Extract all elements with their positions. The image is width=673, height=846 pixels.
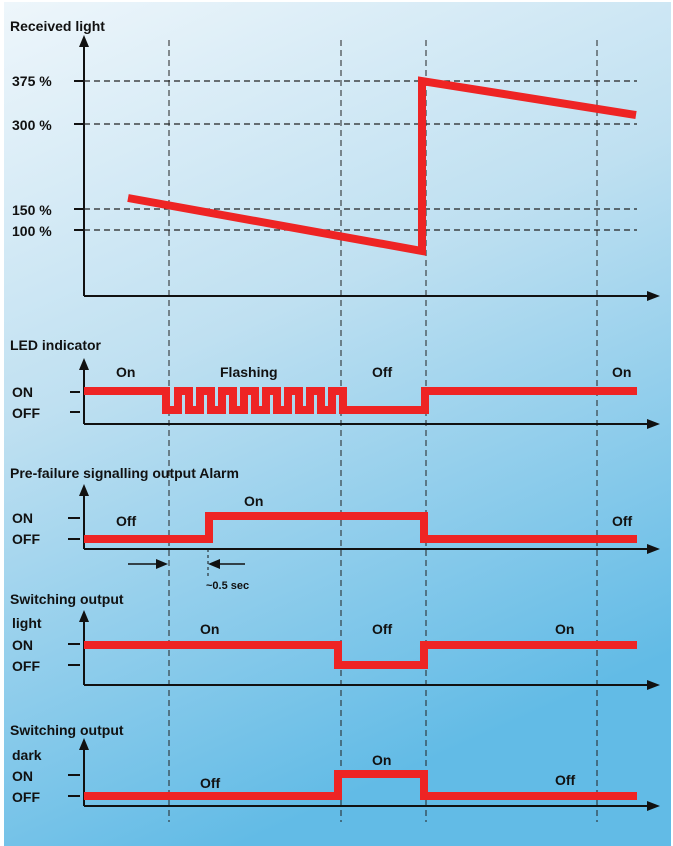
switching-dark-signal [84, 770, 637, 800]
led-phase-off: Off [372, 364, 393, 380]
pre-failure-signal [84, 512, 637, 543]
level-label-300: 300 % [12, 117, 52, 133]
switching-light-panel: Switching output light ON OFF On Off On [10, 591, 660, 690]
pf-phase-off-1: Off [116, 513, 137, 529]
level-label-100: 100 % [12, 223, 52, 239]
level-label-150: 150 % [12, 202, 52, 218]
pf-x-axis-arrow [647, 544, 660, 554]
y-axis-arrow [79, 35, 89, 47]
led-x-axis-arrow [647, 419, 660, 429]
switching-dark-panel: Switching output dark ON OFF Off On Off [10, 722, 660, 811]
pre-failure-title: Pre-failure signalling output Alarm [10, 465, 239, 481]
pf-phase-off-2: Off [612, 513, 633, 529]
switching-dark-subtitle: dark [12, 747, 42, 763]
pf-on-label: ON [12, 510, 33, 526]
sd-off-label: OFF [12, 789, 40, 805]
switching-dark-title: Switching output [10, 722, 124, 738]
sd-phase-on: On [372, 752, 391, 768]
led-on-label: ON [12, 384, 33, 400]
sd-phase-off-2: Off [555, 772, 576, 788]
pf-off-label: OFF [12, 531, 40, 547]
led-off-label: OFF [12, 405, 40, 421]
sl-phase-on-1: On [200, 621, 219, 637]
led-indicator-panel: LED indicator ON OFF On Flashing Off On [10, 337, 660, 429]
led-phase-flashing: Flashing [220, 364, 278, 380]
delay-arrow-left-head [156, 559, 168, 569]
sd-on-label: ON [12, 768, 33, 784]
led-signal [84, 387, 637, 414]
sl-on-label: ON [12, 637, 33, 653]
led-indicator-title: LED indicator [10, 337, 102, 353]
led-phase-on-1: On [116, 364, 135, 380]
x-axis-arrow [647, 291, 660, 301]
sl-y-axis-arrow [79, 610, 89, 622]
sd-y-axis-arrow [79, 738, 89, 750]
sl-phase-off: Off [372, 621, 393, 637]
led-y-axis-arrow [79, 358, 89, 370]
sd-phase-off-1: Off [200, 775, 221, 791]
received-light-signal [127, 76, 637, 256]
pf-y-axis-arrow [79, 484, 89, 496]
sd-x-axis-arrow [647, 801, 660, 811]
sl-phase-on-2: On [555, 621, 574, 637]
led-phase-on-2: On [612, 364, 631, 380]
sl-off-label: OFF [12, 658, 40, 674]
switching-light-signal [84, 641, 637, 669]
sl-x-axis-arrow [647, 680, 660, 690]
received-light-panel: Received light 375 % 300 % 150 % 100 % [10, 18, 660, 301]
pre-failure-panel: Pre-failure signalling output Alarm ON O… [10, 465, 660, 592]
level-label-375: 375 % [12, 73, 52, 89]
pf-phase-on: On [244, 493, 263, 509]
switching-light-subtitle: light [12, 615, 42, 631]
delay-arrow-right-head [208, 559, 220, 569]
received-light-title: Received light [10, 18, 105, 34]
switching-light-title: Switching output [10, 591, 124, 607]
delay-label: ~0.5 sec [206, 580, 249, 592]
